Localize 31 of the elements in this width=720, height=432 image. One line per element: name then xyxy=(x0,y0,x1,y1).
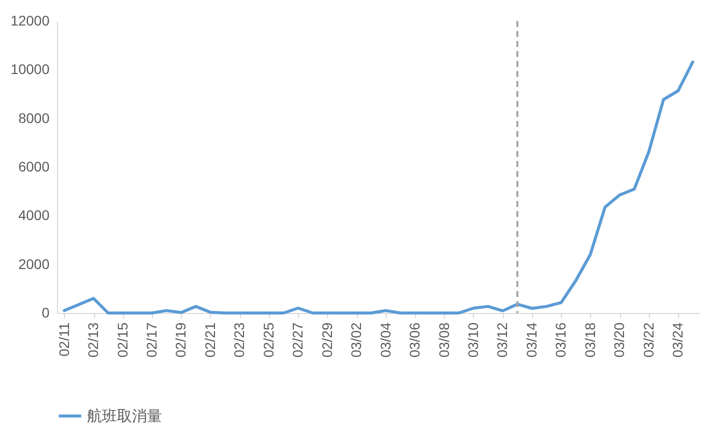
x-tick-label: 02/25 xyxy=(260,322,276,358)
x-tick-label: 03/18 xyxy=(582,322,598,358)
x-tick-label: 03/14 xyxy=(523,322,540,358)
y-tick-label: 6000 xyxy=(18,158,50,174)
x-tick-label: 02/23 xyxy=(231,322,248,358)
x-tick-label: 03/02 xyxy=(348,322,364,358)
x-tick-label: 03/10 xyxy=(464,322,481,358)
x-tick-label: 02/15 xyxy=(114,322,130,358)
x-tick-label: 02/21 xyxy=(202,322,218,358)
x-tick-label: 02/19 xyxy=(172,322,189,358)
x-tick-label: 03/20 xyxy=(611,322,628,358)
y-tick-label: 4000 xyxy=(18,207,50,224)
y-tick-label: 0 xyxy=(42,304,50,320)
x-tick-label: 03/22 xyxy=(640,322,656,358)
y-tick-label: 2000 xyxy=(18,256,50,272)
x-tick-label: 02/13 xyxy=(85,322,102,358)
y-tick-label: 12000 xyxy=(10,12,50,28)
x-tick-label: 03/06 xyxy=(406,322,423,358)
x-tick-label: 03/24 xyxy=(670,322,686,358)
x-tick-label: 02/17 xyxy=(143,322,160,358)
line-series xyxy=(62,60,694,314)
legend-label: 航班取消量 xyxy=(87,408,162,425)
x-tick-label: 03/08 xyxy=(436,322,452,358)
x-tick-label: 02/29 xyxy=(318,322,335,358)
x-tick-label: 02/27 xyxy=(290,322,306,358)
x-tick-label: 03/12 xyxy=(494,322,510,358)
y-tick-label: 8000 xyxy=(18,110,50,126)
x-tick-label: 02/11 xyxy=(56,322,72,356)
y-tick-label: 10000 xyxy=(10,61,50,78)
x-tick-label: 03/04 xyxy=(377,322,394,358)
x-tick-label: 03/16 xyxy=(552,322,569,358)
